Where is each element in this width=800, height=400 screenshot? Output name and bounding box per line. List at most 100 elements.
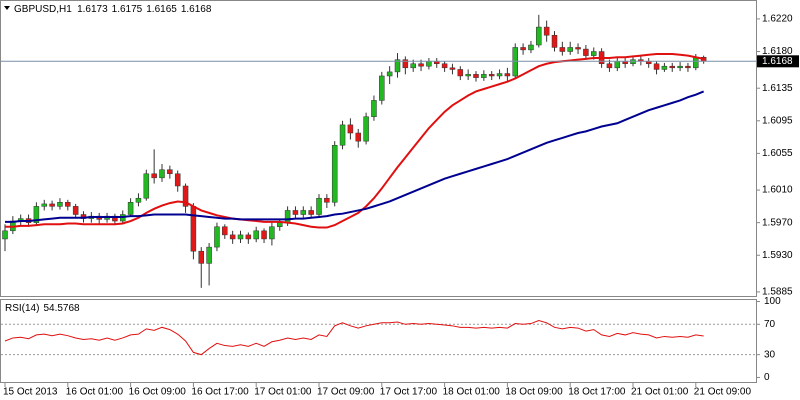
x-tick-label: 21 Oct 01:00	[631, 387, 689, 398]
candle-body	[135, 197, 142, 203]
candle-body	[441, 63, 448, 69]
y-tick-label: 70	[764, 319, 776, 330]
y-tick-label: 1.6135	[762, 83, 793, 94]
x-tick-label: 16 Oct 17:00	[191, 387, 249, 398]
candle-body	[190, 206, 197, 252]
moving-average	[5, 90, 705, 223]
candle-body	[481, 74, 487, 78]
candle-body	[33, 206, 40, 223]
candle-body	[591, 51, 597, 56]
symbol: GBPUSD,H1	[14, 4, 72, 15]
rsi-panel	[0, 299, 757, 383]
candle-body	[300, 210, 307, 215]
candle-body	[449, 67, 456, 70]
candle-body	[653, 63, 660, 70]
candle-body	[386, 71, 393, 77]
candle-body	[331, 144, 338, 203]
candle-body	[551, 34, 558, 48]
y-tick-label: 0	[764, 372, 770, 383]
candle-body	[583, 48, 589, 56]
candle-body	[308, 210, 314, 215]
low-value: 1.6165	[146, 4, 177, 15]
candle-body	[174, 173, 181, 187]
y-tick-label: 1.5885	[762, 287, 793, 298]
candle-body	[167, 169, 173, 175]
y-tick-label: 1.6095	[762, 115, 793, 126]
x-tick-label: 16 Oct 01:00	[66, 387, 124, 398]
candle-body	[575, 47, 581, 50]
candle-body	[269, 226, 275, 240]
candle-body	[418, 63, 424, 67]
candle-body	[567, 47, 573, 52]
collapse-icon	[4, 6, 10, 10]
candle-body	[363, 116, 369, 142]
candle-body	[57, 202, 63, 207]
candle-body	[261, 230, 267, 240]
rsi-header: RSI(14) 54.5768	[5, 303, 80, 314]
y-tick-label: 1.5930	[762, 250, 793, 261]
candle-body	[410, 63, 416, 69]
candle-body	[339, 124, 346, 146]
candle-body	[198, 250, 204, 264]
candle-body	[426, 61, 432, 67]
candle-body	[245, 234, 252, 240]
candle-body	[669, 65, 675, 69]
x-tick-label: 18 Oct 01:00	[443, 387, 501, 398]
candle-body	[182, 185, 189, 207]
candle-body	[520, 47, 526, 51]
x-tick-label: 21 Oct 09:00	[694, 387, 752, 398]
candle-body	[473, 74, 479, 78]
candle-body	[206, 246, 212, 264]
candle-body	[543, 26, 550, 36]
current-price-label: 1.6168	[762, 56, 793, 67]
candle-body	[222, 226, 228, 236]
candle-body	[277, 222, 283, 227]
main-panel	[0, 0, 757, 297]
candle-body	[606, 63, 613, 69]
candle-body	[496, 73, 503, 77]
candle-body	[614, 61, 621, 69]
candle-body	[355, 132, 361, 142]
candle-body	[504, 73, 511, 77]
candle-body	[127, 202, 134, 215]
x-tick-label: 18 Oct 09:00	[505, 387, 563, 398]
current-price-box	[757, 55, 799, 68]
candle-body	[559, 47, 566, 52]
rsi-title: RSI(14)	[5, 303, 39, 314]
candle-body	[237, 234, 244, 240]
y-tick-label: 1.6055	[762, 148, 793, 159]
candle-body	[214, 226, 220, 248]
candle-body	[159, 169, 165, 179]
candle-body	[685, 65, 691, 69]
high-value: 1.6175	[112, 4, 143, 15]
y-tick-label: 1.6180	[762, 46, 793, 57]
moving-average	[5, 52, 704, 229]
candle-body	[677, 65, 683, 69]
rsi-value: 54.5768	[43, 303, 80, 314]
y-tick-label: 100	[764, 296, 781, 307]
candle-body	[151, 173, 157, 179]
candle-body	[316, 197, 322, 215]
candle-body	[465, 74, 471, 77]
candle-body	[536, 26, 542, 46]
candle-body	[253, 230, 259, 240]
open-value: 1.6173	[77, 4, 108, 15]
candle-body	[143, 173, 150, 199]
x-tick-label: 18 Oct 17:00	[568, 387, 626, 398]
y-tick-label: 1.6220	[762, 14, 793, 25]
candle-body	[661, 65, 668, 70]
y-tick-label: 1.5970	[762, 217, 793, 228]
candle-body	[488, 74, 495, 77]
candle-body	[394, 59, 401, 73]
candle-body	[457, 69, 464, 77]
candle-body	[72, 206, 79, 215]
candle-body	[528, 44, 534, 51]
x-tick-label: 17 Oct 17:00	[380, 387, 438, 398]
chart-header: GBPUSD,H1 1.6173 1.6175 1.6165 1.6168	[14, 4, 212, 15]
candle-body	[41, 203, 47, 207]
candle-body	[324, 197, 330, 203]
candle-body	[379, 75, 385, 101]
x-tick-label: 17 Oct 01:00	[254, 387, 312, 398]
candle-body	[347, 124, 354, 134]
